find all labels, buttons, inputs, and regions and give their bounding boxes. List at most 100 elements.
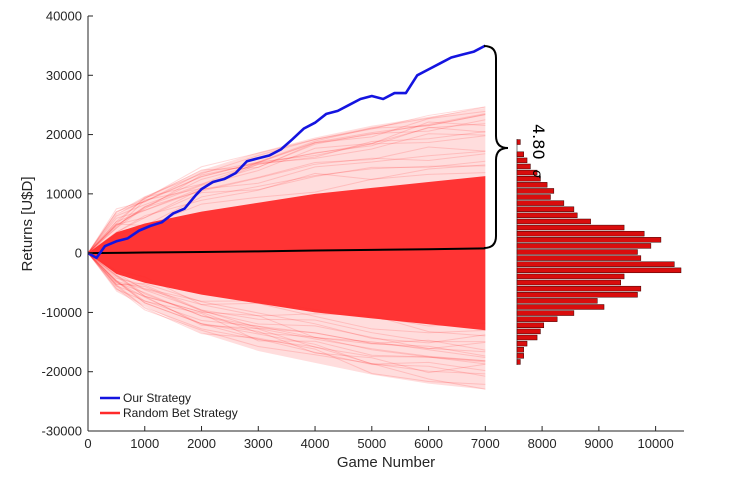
random-bet-path — [87, 153, 486, 254]
histogram-bar — [516, 194, 551, 200]
histogram-bar — [516, 188, 555, 194]
random-bet-path — [87, 252, 486, 337]
random-bet-path — [87, 106, 486, 254]
random-bet-path — [87, 252, 486, 375]
random-bet-path — [87, 123, 486, 254]
histogram-bar — [516, 328, 541, 335]
axes: 0 1000 2000 3000 4000 5000 6000 7000 8000 9000 100… — [42, 9, 684, 451]
random-bet-path — [87, 252, 486, 327]
returns-histogram — [516, 139, 682, 365]
histogram-bar — [516, 169, 538, 176]
random-mean-line — [87, 247, 486, 255]
x-tick-label: 4000 — [301, 436, 330, 451]
histogram-bar — [516, 316, 558, 322]
x-tick-label: 7000 — [471, 436, 500, 451]
random-bet-band — [87, 106, 486, 390]
y-tick-label: -20000 — [42, 364, 82, 379]
x-axis-label: Game Number — [337, 454, 435, 471]
random-bet-path — [87, 252, 486, 350]
histogram-bar — [516, 285, 642, 292]
histogram-bar — [516, 340, 528, 347]
y-tick-label: 30000 — [46, 68, 82, 83]
y-tick-label: -10000 — [42, 305, 82, 320]
histogram-bar — [516, 139, 521, 145]
random-bet-path — [87, 106, 486, 254]
random-bet-path — [87, 252, 486, 353]
random-bet-path — [87, 252, 486, 390]
histogram-bar — [516, 279, 622, 286]
histogram-bar — [516, 255, 642, 261]
our-strategy-line — [87, 44, 486, 260]
random-bet-path — [87, 164, 486, 254]
histogram-bar — [516, 206, 575, 212]
random-bet-path — [87, 252, 486, 365]
histogram-bar — [516, 237, 662, 243]
random-bet-path — [87, 114, 486, 254]
random-bet-path — [87, 252, 486, 344]
histogram-bar — [516, 243, 652, 249]
random-bet-path — [87, 252, 486, 372]
random-bet-path — [87, 252, 486, 362]
histogram-bar — [516, 267, 682, 274]
random-bet-path — [87, 252, 486, 377]
histogram-bar — [516, 224, 625, 231]
random-bet-path — [87, 113, 486, 254]
histogram-bar — [516, 200, 565, 206]
x-tick-label: 1000 — [130, 436, 159, 451]
histogram-bar — [516, 347, 524, 353]
histogram-bar — [516, 298, 598, 304]
x-tick-label: 0 — [84, 436, 91, 451]
random-bet-path — [87, 172, 486, 254]
random-bet-path — [87, 113, 486, 254]
random-bet-path — [87, 252, 486, 362]
histogram-bar — [516, 353, 524, 359]
random-bet-path — [87, 252, 486, 363]
x-tick-label: 8000 — [528, 436, 557, 451]
x-tick-label: 2000 — [187, 436, 216, 451]
y-tick-label: -30000 — [42, 424, 82, 439]
random-bet-path — [87, 252, 486, 385]
random-bet-path — [87, 252, 486, 343]
histogram-bar — [516, 261, 675, 267]
random-bet-path — [87, 252, 486, 334]
random-bet-core-band — [88, 176, 486, 331]
y-axis-label: Returns [U$D] — [19, 176, 36, 271]
random-bet-path — [87, 119, 486, 254]
histogram-bar — [516, 218, 591, 225]
y-tick-label: 0 — [75, 246, 82, 261]
random-bet-path — [87, 146, 486, 254]
histogram-bar — [516, 359, 521, 365]
histogram-bar — [516, 157, 528, 164]
random-bet-path — [87, 252, 486, 374]
random-bet-path — [87, 110, 486, 254]
x-tick-label: 9000 — [584, 436, 613, 451]
x-tick-label: 10000 — [638, 436, 674, 451]
random-bet-path — [87, 252, 486, 351]
histogram-bar — [516, 292, 638, 298]
histogram-bar — [516, 151, 524, 157]
random-bet-path — [87, 130, 486, 254]
y-tick-label: 40000 — [46, 9, 82, 24]
x-tick-label: 6000 — [414, 436, 443, 451]
x-tick-label: 5000 — [357, 436, 386, 451]
random-bet-path — [87, 160, 486, 254]
histogram-bar — [516, 304, 605, 310]
sigma-value-label: 4.80 σ — [529, 124, 548, 179]
histogram-bar — [516, 334, 538, 341]
histogram-bar — [516, 249, 638, 255]
sigma-brace — [483, 45, 509, 249]
histogram-bar — [516, 212, 578, 219]
legend: Our Strategy Random Bet Strategy — [100, 391, 238, 420]
random-bet-path — [87, 135, 486, 254]
histogram-bar — [516, 322, 545, 329]
random-bet-path — [87, 150, 486, 254]
histogram-bar — [516, 175, 541, 182]
random-bet-path — [87, 121, 486, 254]
histogram-bar — [516, 273, 625, 280]
histogram-bar — [516, 182, 548, 188]
y-tick-label: 20000 — [46, 127, 82, 142]
series-lines — [87, 44, 486, 260]
y-tick-label: 10000 — [46, 186, 82, 201]
legend-label-random-bet-strategy: Random Bet Strategy — [123, 406, 238, 420]
